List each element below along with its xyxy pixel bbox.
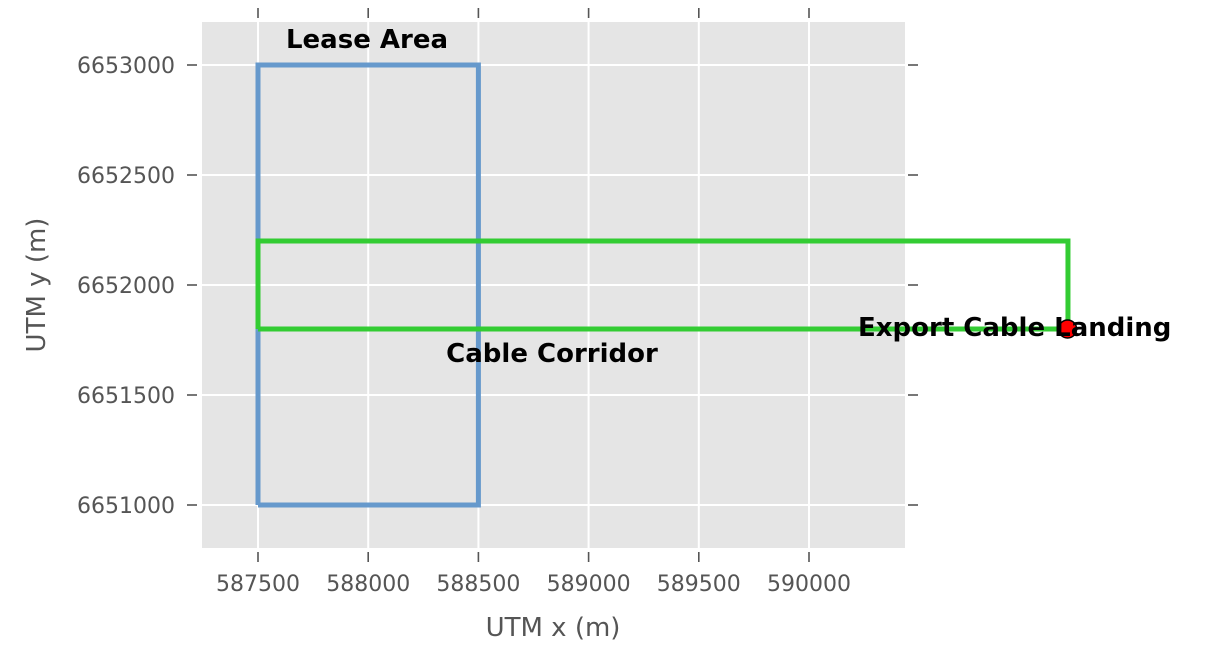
cable-corridor-label: Cable Corridor xyxy=(446,339,658,369)
x-tick-label: 588000 xyxy=(326,572,410,597)
series-layer xyxy=(255,62,1071,508)
y-tick-label: 6652500 xyxy=(77,164,175,189)
x-tick-label: 590000 xyxy=(767,572,851,597)
annotations-layer: Lease Area Cable Corridor Export Cable Lan… xyxy=(286,25,1171,369)
x-tick-label: 589000 xyxy=(547,572,631,597)
y-axis-title: UTM y (m) xyxy=(22,218,52,353)
x-axis-title: UTM x (m) xyxy=(486,613,621,643)
y-tick-label: 6651500 xyxy=(77,384,175,409)
y-tick-label: 6653000 xyxy=(77,54,175,79)
x-tick-label: 588500 xyxy=(436,572,520,597)
lease-area-outline xyxy=(255,62,481,508)
export-cable-landing-point xyxy=(1057,319,1078,339)
y-tick-label: 6651000 xyxy=(77,494,175,519)
x-tick-label: 589500 xyxy=(657,572,741,597)
lease-area-label: Lease Area xyxy=(286,25,448,55)
cable-corridor-outline xyxy=(255,238,1071,332)
points-layer xyxy=(1057,319,1078,339)
x-tick-label: 587500 xyxy=(216,572,300,597)
export-cable-landing-label: Export Cable Landing xyxy=(858,313,1171,343)
y-tick-label: 6652000 xyxy=(77,274,175,299)
ticks: 587500 588000 588500 589000 589500 590000 6651… xyxy=(77,8,918,597)
